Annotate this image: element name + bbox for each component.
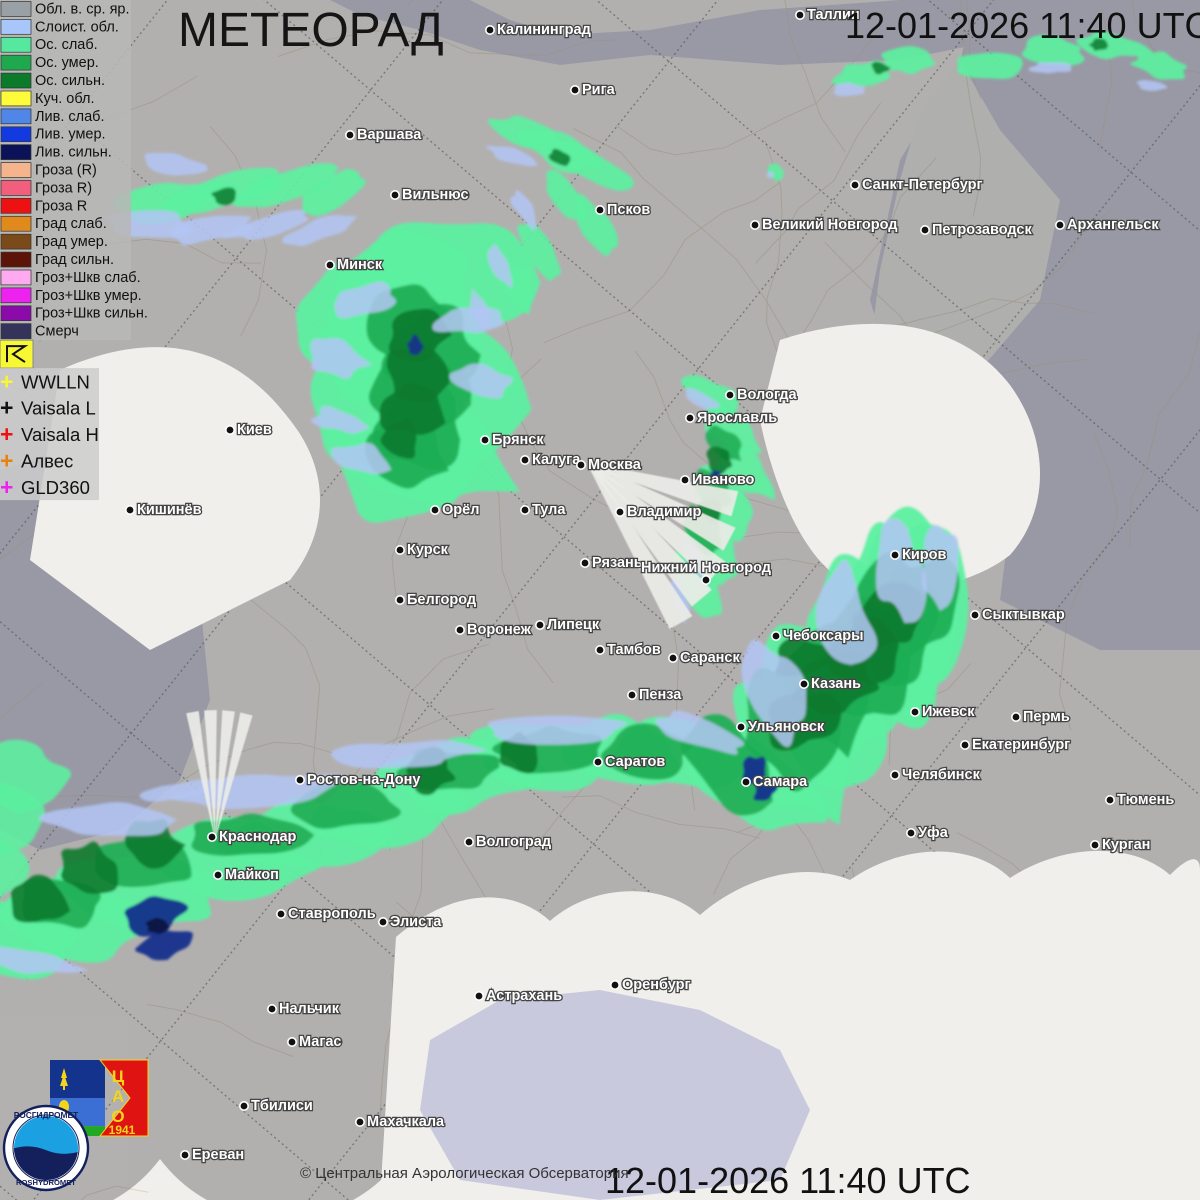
svg-text:Гроза R): Гроза R) [35, 180, 92, 196]
svg-text:Псков: Псков [607, 202, 650, 218]
svg-text:Калуга: Калуга [532, 452, 581, 468]
svg-text:Ростов-на-Дону: Ростов-на-Дону [307, 772, 420, 788]
svg-text:Калининград: Калининград [497, 22, 591, 38]
svg-text:Лив. сильн.: Лив. сильн. [35, 145, 112, 161]
svg-text:Уфа: Уфа [918, 825, 949, 841]
svg-text:Варшава: Варшава [357, 127, 422, 143]
svg-text:Ижевск: Ижевск [922, 704, 975, 720]
svg-text:Архангельск: Архангельск [1067, 217, 1159, 233]
svg-text:Тюмень: Тюмень [1117, 792, 1174, 808]
svg-text:+: + [0, 474, 13, 500]
svg-text:МЕТЕОРАД: МЕТЕОРАД [178, 4, 444, 57]
svg-text:Град умер.: Град умер. [35, 234, 108, 250]
svg-text:Киров: Киров [902, 547, 946, 563]
svg-text:Ульяновск: Ульяновск [748, 719, 825, 735]
svg-text:Град сильн.: Град сильн. [35, 252, 114, 268]
svg-text:Санкт-Петербург: Санкт-Петербург [862, 177, 983, 193]
svg-text:Смерч: Смерч [35, 324, 79, 340]
svg-text:+: + [0, 395, 13, 421]
svg-text:Белгород: Белгород [407, 592, 476, 608]
svg-text:1941: 1941 [109, 1123, 136, 1137]
svg-text:Владимир: Владимир [627, 504, 702, 520]
svg-text:Чебоксары: Чебоксары [783, 628, 864, 644]
svg-text:Vaisala L: Vaisala L [21, 398, 96, 419]
svg-text:© Центральная Аэрологическая О: © Центральная Аэрологическая Обсерватори… [300, 1165, 629, 1182]
svg-text:WWLLN: WWLLN [21, 371, 90, 392]
svg-text:Волгоград: Волгоград [476, 834, 551, 850]
svg-text:Минск: Минск [337, 257, 383, 273]
svg-text:Град слаб.: Град слаб. [35, 216, 107, 232]
svg-text:Краснодар: Краснодар [219, 829, 297, 845]
svg-text:Нижний Новгород: Нижний Новгород [641, 560, 771, 576]
svg-text:Ставрополь: Ставрополь [288, 906, 376, 922]
svg-text:Самара: Самара [753, 774, 808, 790]
svg-text:Рязань: Рязань [592, 555, 643, 571]
svg-text:Сыктывкар: Сыктывкар [982, 607, 1065, 623]
svg-text:Гроза (R): Гроза (R) [35, 163, 97, 179]
svg-text:Тбилиси: Тбилиси [251, 1098, 313, 1114]
svg-text:Киев: Киев [237, 422, 272, 438]
svg-text:Вильнюс: Вильнюс [402, 187, 469, 203]
svg-text:+: + [0, 421, 13, 447]
svg-text:Казань: Казань [811, 676, 861, 692]
svg-text:Челябинск: Челябинск [902, 767, 981, 783]
svg-text:ROSHYDROMET: ROSHYDROMET [16, 1178, 76, 1187]
svg-text:Иваново: Иваново [692, 472, 755, 488]
svg-text:Кишинёв: Кишинёв [137, 502, 202, 518]
svg-text:Брянск: Брянск [492, 432, 544, 448]
svg-text:Курск: Курск [407, 542, 449, 558]
svg-text:+: + [0, 368, 13, 394]
svg-text:Саратов: Саратов [605, 754, 665, 770]
svg-text:Лив. умер.: Лив. умер. [35, 127, 106, 143]
svg-text:Астрахань: Астрахань [486, 988, 562, 1004]
svg-text:Гроз+Шкв сильн.: Гроз+Шкв сильн. [35, 306, 148, 322]
svg-text:Махачкала: Махачкала [367, 1114, 445, 1130]
svg-text:Гроза R: Гроза R [35, 198, 87, 214]
svg-text:Пенза: Пенза [639, 687, 682, 703]
svg-text:Обл. в. ср. яр.: Обл. в. ср. яр. [35, 1, 130, 17]
svg-text:Воронеж: Воронеж [467, 622, 532, 638]
svg-text:Ц: Ц [112, 1067, 125, 1086]
svg-text:+: + [0, 448, 13, 474]
svg-text:Москва: Москва [588, 457, 642, 473]
svg-text:Петрозаводск: Петрозаводск [932, 222, 1032, 238]
svg-text:Рига: Рига [582, 82, 616, 98]
svg-text:Лив. слаб.: Лив. слаб. [35, 109, 104, 125]
svg-text:Гроз+Шкв слаб.: Гроз+Шкв слаб. [35, 270, 141, 286]
svg-text:Пермь: Пермь [1023, 709, 1070, 725]
svg-text:12-01-2026 11:40 UTC: 12-01-2026 11:40 UTC [845, 5, 1200, 46]
svg-text:Ереван: Ереван [192, 1147, 244, 1163]
svg-text:Магас: Магас [299, 1034, 342, 1050]
svg-text:Элиста: Элиста [390, 914, 442, 930]
svg-text:Vaisala H: Vaisala H [21, 424, 99, 445]
svg-text:Липецк: Липецк [547, 617, 600, 633]
svg-text:РОСГИДРОМЕТ: РОСГИДРОМЕТ [14, 1110, 79, 1120]
svg-text:Курган: Курган [1102, 837, 1150, 853]
svg-text:Алвес: Алвес [21, 451, 73, 472]
svg-text:Тамбов: Тамбов [607, 642, 661, 658]
svg-text:Великий Новгород: Великий Новгород [762, 217, 897, 233]
svg-text:Ос. умер.: Ос. умер. [35, 55, 99, 71]
svg-text:Тула: Тула [532, 502, 566, 518]
svg-text:Ос. слаб.: Ос. слаб. [35, 37, 98, 53]
svg-text:Майкоп: Майкоп [225, 867, 279, 883]
svg-text:Оренбург: Оренбург [622, 977, 691, 993]
svg-text:12-01-2026 11:40 UTC: 12-01-2026 11:40 UTC [605, 1160, 971, 1200]
svg-text:Слоист. обл.: Слоист. обл. [35, 19, 119, 35]
svg-text:Ос. сильн.: Ос. сильн. [35, 73, 105, 89]
svg-text:Вологда: Вологда [737, 387, 798, 403]
svg-text:Ярославль: Ярославль [697, 410, 777, 426]
svg-text:А: А [112, 1087, 124, 1106]
svg-text:GLD360: GLD360 [21, 477, 90, 498]
svg-text:Орёл: Орёл [442, 502, 479, 518]
svg-text:Екатеринбург: Екатеринбург [972, 737, 1070, 753]
svg-text:Гроз+Шкв умер.: Гроз+Шкв умер. [35, 288, 142, 304]
svg-text:Куч. обл.: Куч. обл. [35, 91, 95, 107]
svg-text:Саранск: Саранск [680, 650, 740, 666]
svg-text:Нальчик: Нальчик [279, 1001, 340, 1017]
